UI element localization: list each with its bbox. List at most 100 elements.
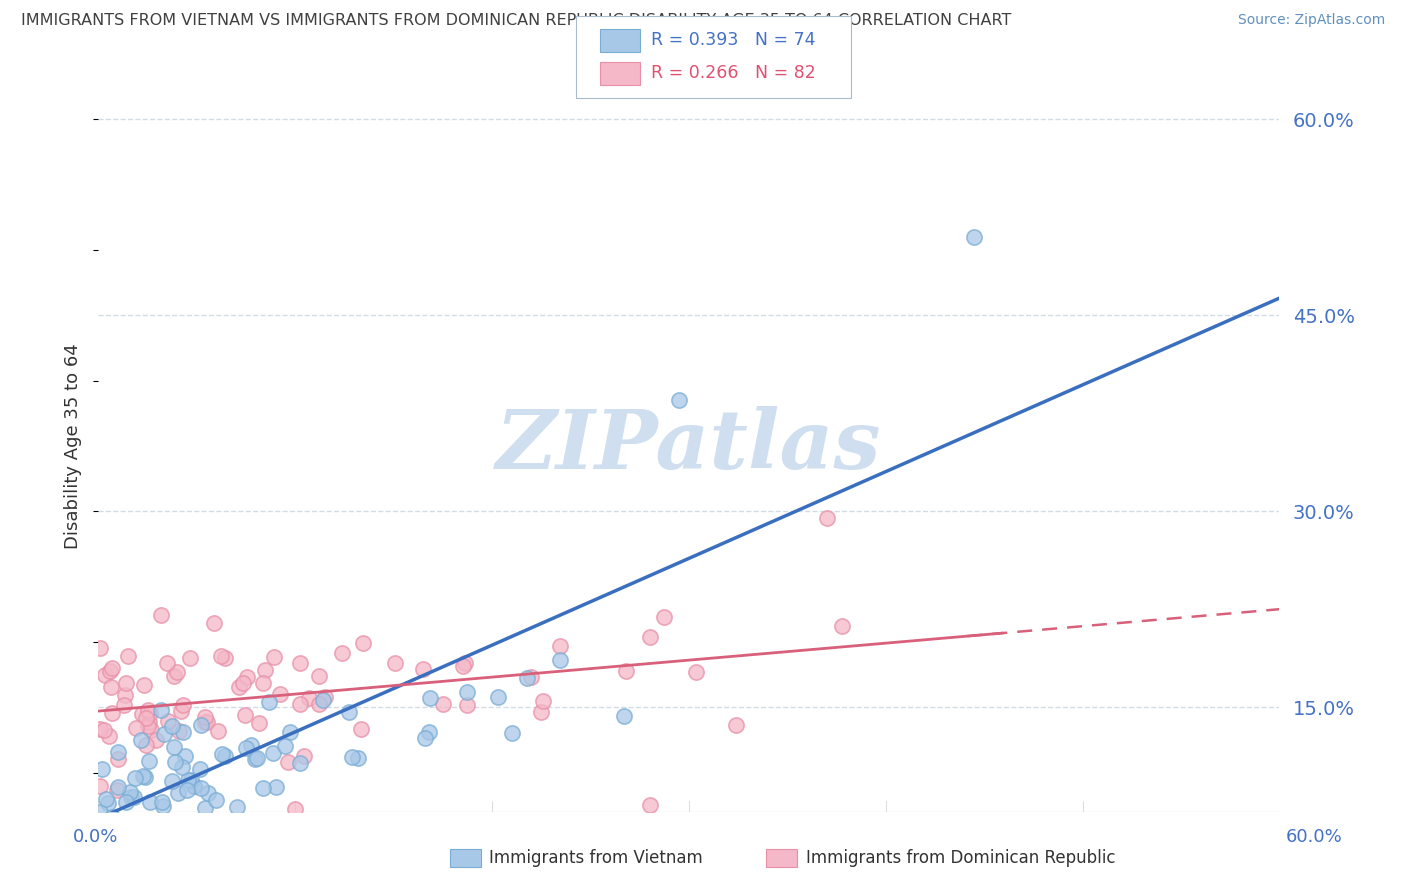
Point	[170, 759, 193, 773]
Point	[815, 511, 838, 525]
Point	[451, 659, 474, 673]
Point	[166, 665, 188, 680]
Point	[93, 668, 115, 682]
Point	[263, 746, 285, 760]
Point	[124, 771, 146, 785]
Point	[163, 739, 186, 754]
Point	[107, 752, 129, 766]
Point	[548, 640, 571, 654]
Point	[152, 798, 174, 813]
Point	[209, 648, 232, 663]
Point	[292, 748, 315, 763]
Point	[352, 636, 374, 650]
Point	[167, 723, 190, 738]
Point	[204, 793, 226, 807]
Point	[190, 762, 212, 776]
Point	[531, 694, 554, 708]
Point	[308, 669, 330, 683]
Point	[112, 698, 135, 712]
Point	[724, 718, 747, 732]
Point	[638, 798, 661, 813]
Point	[100, 680, 122, 694]
Point	[347, 751, 370, 765]
Point	[121, 790, 143, 805]
Point	[456, 684, 478, 698]
Point	[252, 675, 274, 690]
Point	[132, 678, 155, 692]
Point	[194, 714, 217, 729]
Point	[163, 756, 186, 770]
Point	[117, 648, 139, 663]
Point	[257, 695, 280, 709]
Point	[263, 649, 285, 664]
Point	[115, 795, 138, 809]
Point	[963, 230, 986, 244]
Point	[145, 733, 167, 747]
Point	[614, 664, 637, 678]
Point	[150, 796, 173, 810]
Point	[226, 799, 249, 814]
Point	[337, 705, 360, 719]
Point	[138, 815, 160, 830]
Point	[97, 797, 120, 811]
Point	[214, 651, 236, 665]
Point	[131, 707, 153, 722]
Point	[172, 725, 194, 739]
Point	[548, 653, 571, 667]
Point	[138, 703, 160, 717]
Point	[107, 780, 129, 795]
Point	[236, 670, 259, 684]
Point	[180, 772, 202, 787]
Point	[235, 741, 257, 756]
Point	[235, 707, 257, 722]
Point	[290, 656, 312, 670]
Point	[155, 657, 177, 671]
Point	[160, 718, 183, 732]
Point	[174, 749, 197, 764]
Point	[139, 723, 162, 737]
Point	[194, 710, 217, 724]
Point	[179, 651, 201, 665]
Point	[125, 721, 148, 735]
Point	[228, 681, 250, 695]
Point	[98, 664, 121, 678]
Point	[530, 705, 553, 719]
Y-axis label: Disability Age 35 to 64: Disability Age 35 to 64	[65, 343, 83, 549]
Text: Immigrants from Vietnam: Immigrants from Vietnam	[489, 849, 703, 867]
Point	[264, 780, 287, 794]
Point	[131, 732, 153, 747]
Point	[413, 731, 436, 745]
Point	[153, 727, 176, 741]
Point	[139, 706, 162, 720]
Point	[419, 690, 441, 705]
Point	[501, 726, 523, 740]
Point	[150, 608, 173, 623]
Point	[288, 756, 311, 770]
Point	[162, 773, 184, 788]
Point	[308, 697, 330, 711]
Text: Source: ZipAtlas.com: Source: ZipAtlas.com	[1237, 13, 1385, 28]
Point	[183, 779, 205, 793]
Text: IMMIGRANTS FROM VIETNAM VS IMMIGRANTS FROM DOMINICAN REPUBLIC DISABILITY AGE 35 : IMMIGRANTS FROM VIETNAM VS IMMIGRANTS FR…	[21, 13, 1011, 29]
Point	[432, 697, 454, 711]
Point	[384, 657, 406, 671]
Point	[105, 783, 128, 797]
Point	[170, 818, 193, 832]
Point	[349, 722, 371, 736]
Point	[312, 692, 335, 706]
Point	[89, 805, 111, 820]
Point	[173, 818, 195, 832]
Point	[172, 698, 194, 713]
Point	[94, 792, 117, 806]
Point	[89, 722, 111, 736]
Point	[136, 719, 159, 733]
Point	[685, 665, 707, 679]
Point	[89, 779, 111, 793]
Point	[231, 676, 253, 690]
Point	[668, 393, 690, 408]
Point	[156, 714, 179, 728]
Point	[115, 675, 138, 690]
Point	[211, 747, 233, 761]
Point	[284, 802, 307, 816]
Point	[139, 795, 162, 809]
